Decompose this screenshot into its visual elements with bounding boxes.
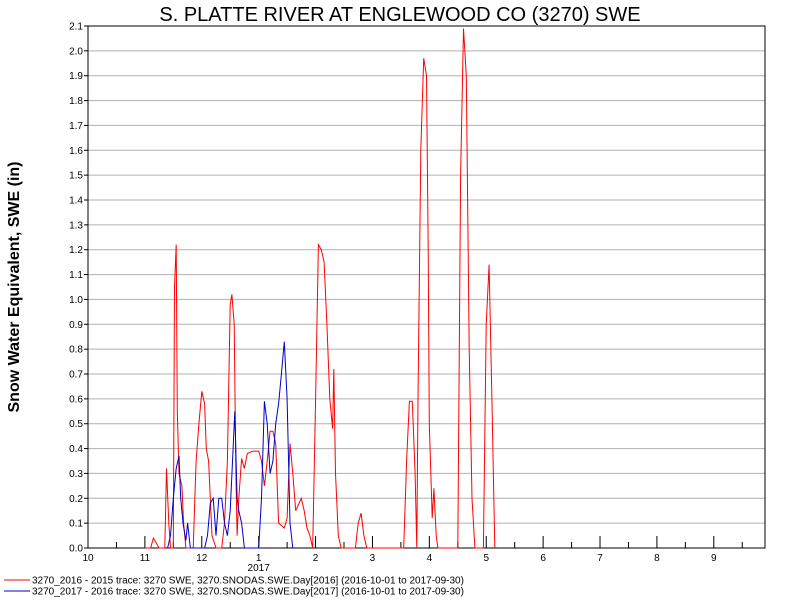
legend: 3270_2016 - 2015 trace: 3270 SWE, 3270.S… (4, 576, 464, 598)
series-lines (145, 29, 495, 549)
y-tick-label: 0.4 (69, 444, 83, 455)
x-tick-label: 11 (140, 553, 151, 564)
y-tick-label: 1.6 (69, 146, 83, 157)
x-tick-label: 3 (370, 553, 376, 564)
y-tick-label: 1.2 (69, 245, 83, 256)
year-label: 2017 (248, 563, 271, 574)
series-line-2 (168, 342, 293, 548)
x-tick-label: 4 (427, 553, 433, 564)
series-line-1 (145, 29, 495, 549)
x-tick-label: 12 (196, 553, 208, 564)
y-tick-label: 2.1 (69, 22, 83, 33)
y-tick-label: 1.1 (69, 270, 83, 281)
y-tick-label: 0.1 (69, 519, 83, 530)
y-tick-label: 0.3 (69, 469, 83, 480)
y-tick-label: 0.6 (69, 394, 83, 405)
legend-label: 3270_2016 - 2015 trace: 3270 SWE, 3270.S… (32, 576, 464, 587)
y-tick-label: 1.5 (69, 171, 83, 182)
x-axis-ticks: 10 11 12 1 2 3 4 5 6 7 8 9 (82, 536, 742, 564)
chart-title: S. PLATTE RIVER AT ENGLEWOOD CO (3270) S… (159, 4, 640, 26)
y-tick-label: 0.0 (69, 544, 83, 555)
y-tick-label: 1.8 (69, 96, 83, 107)
y-tick-label: 0.2 (69, 494, 83, 505)
y-axis-ticks: 0.0 0.1 0.2 0.3 0.4 0.5 0.6 0.7 0.8 0.9 1.0 1.1 1.2 1… (69, 22, 88, 555)
x-tick-label: 5 (483, 553, 489, 564)
y-tick-label: 1.3 (69, 220, 83, 231)
y-tick-label: 0.7 (69, 370, 83, 381)
x-tick-label: 6 (540, 553, 546, 564)
y-tick-label: 0.5 (69, 419, 83, 430)
legend-label: 3270_2017 - 2016 trace: 3270 SWE, 3270.S… (32, 587, 464, 598)
x-tick-label: 7 (597, 553, 603, 564)
y-tick-label: 1.9 (69, 71, 83, 82)
y-tick-label: 1.4 (69, 196, 83, 207)
x-tick-label: 10 (82, 553, 94, 564)
y-tick-label: 0.8 (69, 345, 83, 356)
x-tick-label: 8 (654, 553, 660, 564)
y-tick-label: 1.0 (69, 295, 83, 306)
x-tick-label: 9 (711, 553, 717, 564)
y-tick-label: 0.9 (69, 320, 83, 331)
y-tick-label: 1.7 (69, 121, 83, 132)
x-tick-label: 2 (313, 553, 319, 564)
y-tick-label: 2.0 (69, 46, 83, 57)
y-axis-label: Snow Water Equivalent, SWE (in) (6, 162, 23, 413)
